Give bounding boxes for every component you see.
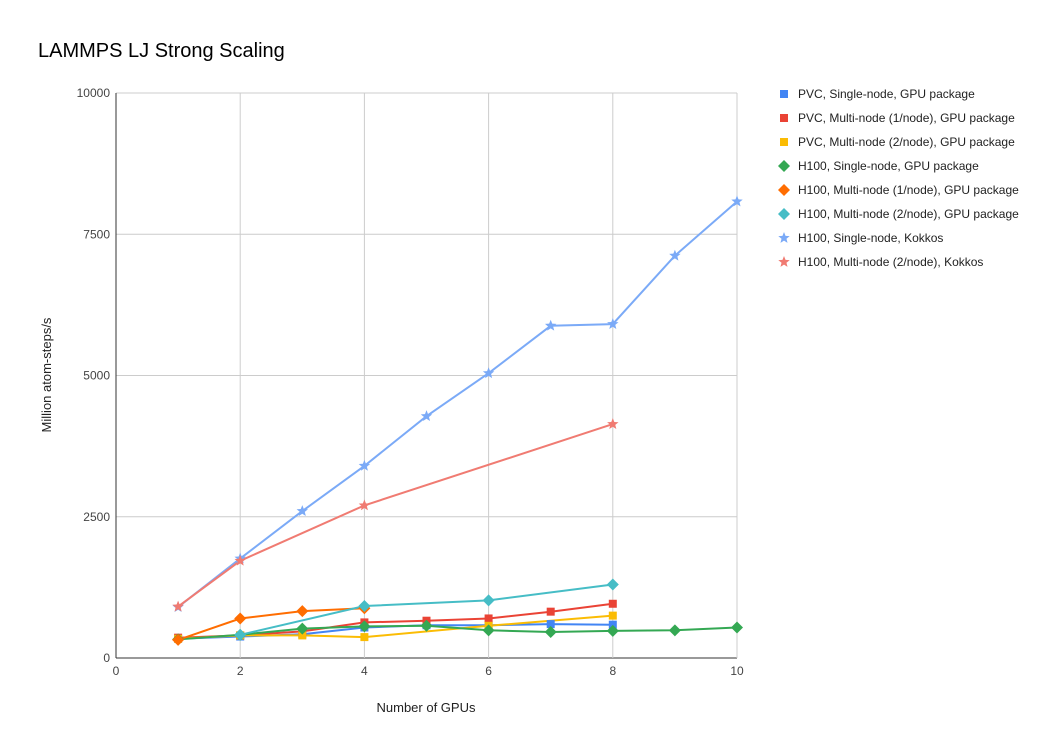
legend-marker	[778, 184, 790, 196]
data-point	[234, 554, 246, 566]
grid	[115, 92, 738, 659]
data-point	[482, 367, 495, 379]
y-tick-labels: 0 2500 5000 7500 10000	[77, 86, 111, 665]
data-point	[606, 578, 619, 591]
legend-marker	[778, 160, 790, 172]
data-point	[358, 459, 371, 471]
data-point	[544, 319, 557, 331]
series-line-8	[177, 423, 614, 608]
data-point	[234, 628, 247, 641]
legend-label: H100, Multi-node (1/node), GPU package	[798, 183, 1019, 197]
data-point	[731, 195, 743, 207]
legend-label: PVC, Single-node, GPU package	[798, 87, 975, 101]
data-point	[298, 631, 307, 640]
data-point	[607, 418, 619, 429]
data-point	[420, 619, 433, 632]
x-axis-label: Number of GPUs	[377, 700, 476, 715]
data-point	[358, 600, 371, 613]
data-point	[358, 499, 371, 511]
data-point	[607, 318, 619, 329]
data-point	[420, 410, 433, 422]
data-point	[608, 611, 617, 620]
legend-label: H100, Multi-node (2/node), GPU package	[798, 207, 1019, 221]
y-axis-label: Million atom-steps/s	[39, 317, 54, 432]
legend: PVC, Single-node, GPU package PVC, Multi-…	[778, 87, 1019, 269]
data-point	[296, 605, 309, 618]
chart-title: LAMMPS LJ Strong Scaling	[38, 40, 285, 62]
x-tick-label: 4	[361, 664, 368, 678]
data-point	[296, 622, 309, 635]
data-point	[606, 624, 619, 637]
legend-marker	[780, 90, 788, 98]
data-point	[482, 594, 495, 607]
data-point	[172, 600, 184, 612]
series-line-5	[177, 607, 365, 641]
y-tick-label: 5000	[83, 369, 110, 383]
data-point	[546, 607, 555, 616]
series-line-6	[239, 583, 613, 636]
legend-marker	[778, 232, 790, 243]
y-tick-label: 0	[103, 651, 110, 665]
series-line-4	[178, 624, 738, 641]
series-line-7	[177, 200, 738, 608]
y-tick-label: 10000	[77, 86, 111, 100]
legend-marker	[780, 138, 788, 146]
data-point	[669, 249, 681, 261]
legend-label: H100, Multi-node (2/node), Kokkos	[798, 255, 983, 269]
x-tick-labels: 0 2 4 6 8 10	[113, 664, 744, 678]
x-tick-label: 6	[485, 664, 492, 678]
data-point	[731, 621, 743, 634]
data-point	[234, 612, 247, 625]
data-point	[484, 614, 493, 623]
series-lines	[177, 200, 738, 641]
data-point	[360, 633, 369, 642]
data-point	[544, 626, 557, 639]
x-tick-label: 2	[237, 664, 244, 678]
x-tick-label: 10	[730, 664, 744, 678]
data-point	[358, 620, 371, 633]
series-markers	[172, 195, 743, 646]
x-tick-label: 0	[113, 664, 120, 678]
legend-label: PVC, Multi-node (1/node), GPU package	[798, 111, 1015, 125]
data-point	[482, 624, 495, 637]
legend-marker	[778, 208, 790, 220]
y-tick-label: 2500	[83, 510, 110, 524]
data-point	[296, 505, 309, 516]
data-point	[172, 633, 185, 646]
y-tick-label: 7500	[83, 227, 110, 241]
legend-marker	[780, 114, 788, 122]
data-point	[608, 620, 617, 629]
legend-label: PVC, Multi-node (2/node), GPU package	[798, 135, 1015, 149]
legend-label: H100, Single-node, GPU package	[798, 159, 979, 173]
x-tick-label: 8	[609, 664, 616, 678]
data-point	[546, 620, 555, 629]
data-point	[668, 624, 681, 637]
data-point	[608, 599, 617, 608]
legend-marker	[778, 256, 790, 267]
legend-label: H100, Single-node, Kokkos	[798, 231, 943, 245]
